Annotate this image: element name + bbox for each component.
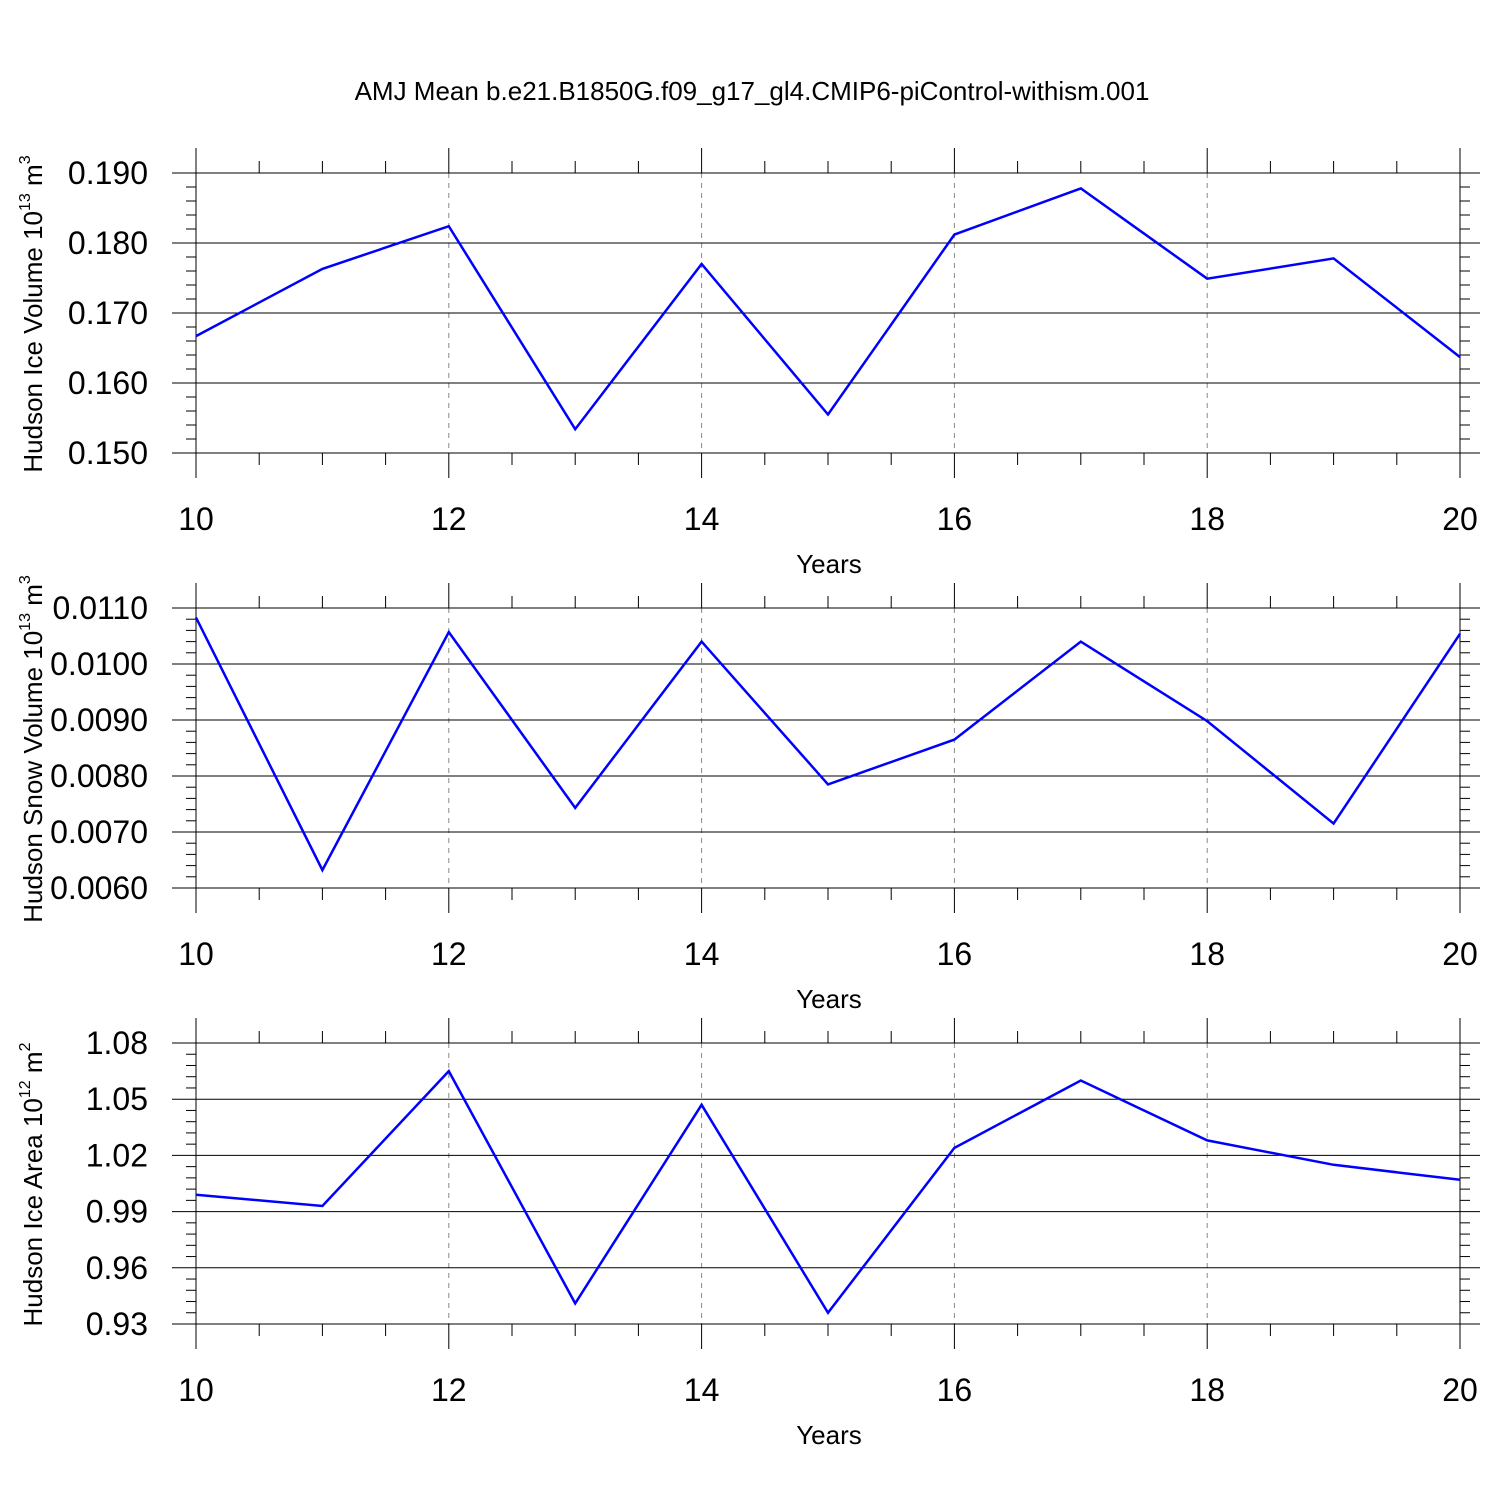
y-axis-label: Hudson Snow Volume 1013 m3 [17,575,48,923]
y-tick-label: 1.05 [86,1081,148,1117]
series-line [195,1068,1461,1316]
x-tick-label: 14 [684,1372,720,1408]
y-tick-label: 0.170 [68,295,148,331]
chart-panel-3: 0.93 0.96 0.99 1.02 1.05 1.08 10 12 14 16 18 20 Year… [17,1018,1480,1450]
x-tick-label: 18 [1189,1372,1225,1408]
chart-panel-2: 0.0060 0.0070 0.0080 0.0090 0.0100 0.0110 10 12… [17,575,1480,1014]
y-tick-label: 0.0080 [50,758,148,794]
y-tick-label: 0.0060 [50,870,148,906]
x-tick-label: 14 [684,936,720,972]
x-tick-label: 12 [431,501,467,537]
y-tick-label: 0.99 [86,1194,148,1230]
y-tick-label: 0.93 [86,1306,148,1342]
x-tick-label: 12 [431,1372,467,1408]
x-axis-label: Years [796,549,862,579]
figure-title: AMJ Mean b.e21.B1850G.f09_g17_gl4.CMIP6-… [355,76,1150,106]
x-tick-label: 20 [1442,501,1478,537]
x-tick-label: 16 [937,1372,973,1408]
x-tick-label: 10 [178,501,214,537]
chart-panel-1: 0.150 0.160 0.170 0.180 0.190 10 12 14 16 18 20 Yea… [17,148,1480,579]
x-tick-label: 14 [684,501,720,537]
x-tick-label: 16 [937,501,973,537]
x-tick-label: 20 [1442,936,1478,972]
y-tick-label: 0.160 [68,365,148,401]
y-axis-label: Hudson Ice Volume 1013 m3 [17,155,48,472]
x-tick-label: 16 [937,936,973,972]
x-tick-label: 20 [1442,1372,1478,1408]
y-tick-label: 0.180 [68,225,148,261]
y-tick-label: 0.0070 [50,814,148,850]
series-line [195,186,1461,432]
x-tick-label: 18 [1189,936,1225,972]
y-tick-label: 1.02 [86,1137,148,1173]
y-axis-label: Hudson Ice Area 1012 m2 [17,1042,48,1326]
y-tick-label: 0.190 [68,155,148,191]
x-tick-label: 10 [178,1372,214,1408]
y-tick-label: 1.08 [86,1025,148,1061]
x-axis-label: Years [796,1420,862,1450]
y-tick-label: 0.96 [86,1250,148,1286]
y-tick-label: 0.150 [68,435,148,471]
x-axis-label: Years [796,984,862,1014]
panels: 0.150 0.160 0.170 0.180 0.190 10 12 14 16 18 20 Yea… [17,148,1480,1450]
x-tick-label: 10 [178,936,214,972]
y-tick-label: 0.0090 [50,702,148,738]
x-tick-label: 18 [1189,501,1225,537]
x-tick-label: 12 [431,936,467,972]
y-tick-label: 0.0100 [50,646,148,682]
y-tick-label: 0.0110 [53,590,149,626]
